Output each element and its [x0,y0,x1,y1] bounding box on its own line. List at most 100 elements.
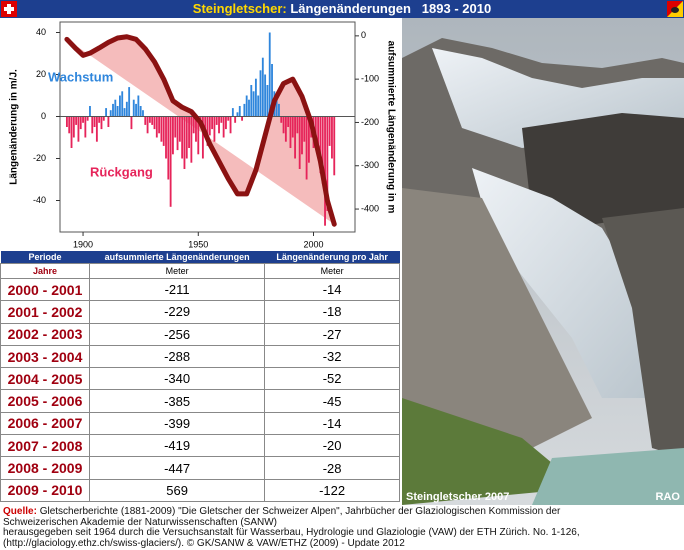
table-row: 2006 - 2007 -399 -14 [0,411,400,436]
bar [289,116,292,148]
value-cell: -20 [264,434,400,458]
bar [77,116,80,142]
header-cell: Längenänderung pro Jahr [264,251,400,264]
bar [231,108,234,117]
bar [291,116,294,138]
bar [70,116,73,148]
table-row: 2002 - 2003 -256 -27 [0,322,400,346]
table-row: 2004 - 2005 -340 -52 [0,367,400,391]
bar [192,116,195,134]
y-axis-label: Längenänderung in m/J. [9,69,20,185]
bar [162,116,165,146]
bar [65,116,68,127]
y2-tick-label: -400 [361,203,379,213]
bar [225,116,227,130]
trend-shade [66,36,335,225]
bar [130,116,133,130]
bar [75,116,78,125]
bar [195,116,197,142]
subheader-cell: Meter [264,263,400,279]
footer-line: Gletscherberichte (1881-2009) "Die Glets… [39,506,561,517]
bar [241,116,243,121]
period-cell: 2005 - 2006 [0,389,90,413]
bar [259,70,262,117]
bar [102,116,105,121]
value-cell: -28 [264,456,400,480]
bar [98,116,101,123]
y-tick-label: 20 [36,69,46,79]
bar [328,116,331,146]
y2-tick-label: -300 [361,160,379,170]
bar [213,116,216,142]
bar [112,103,114,117]
period-cell: 2008 - 2009 [0,456,90,480]
bar [222,116,225,138]
bar [105,108,108,117]
bar [183,116,186,169]
bar [266,85,269,117]
bar [331,116,333,159]
value-cell: -399 [88,411,266,436]
bar [296,116,299,134]
value-cell: -45 [264,389,400,413]
footer: Quelle: Gletscherberichte (1881-2009) "D… [3,506,683,549]
bar [190,116,193,163]
period-cell: 2009 - 2010 [0,478,90,502]
value-cell: -211 [88,277,266,302]
bar [119,95,121,117]
bar [282,116,285,134]
y-tick-label: -40 [33,195,46,205]
bar [220,116,223,123]
table-row: 2003 - 2004 -288 -32 [0,344,400,369]
bar [146,116,149,134]
y-tick-label: 0 [41,111,46,121]
value-cell: -32 [264,344,400,369]
header-cell: Periode [0,251,90,264]
bar [160,116,163,142]
bar [245,95,248,117]
period-cell: 2002 - 2003 [0,322,90,346]
bar [139,106,142,117]
footer-line: Schweizerischen Akademie der Naturwissen… [3,516,277,528]
value-cell: -27 [264,322,400,346]
bar [82,116,84,123]
footer-line: (http://glaciology.ethz.ch/swiss-glacier… [3,537,405,549]
bar [208,116,211,136]
table-row: 2008 - 2009 -447 -28 [0,456,400,480]
y2-tick-label: 0 [361,30,366,40]
x-tick-label: 1900 [73,239,93,249]
bar [303,116,306,142]
cumulative-line [64,34,337,227]
y2-tick-label: -100 [361,74,379,84]
bar [271,64,273,117]
bar [298,116,301,169]
table-row: 2009 - 2010 569 -122 [0,478,400,502]
swiss-flag [1,1,17,17]
bar [250,85,253,117]
bar [301,116,303,155]
bar [68,116,71,134]
value-cell: -229 [88,300,266,324]
bar [144,116,147,125]
bar [188,116,190,148]
table-row: 2000 - 2001 -211 -14 [0,277,400,302]
footer-line: herausgegeben seit 1964 durch die Versuc… [3,527,580,538]
bar [142,110,144,117]
bar [72,116,75,138]
period-cell: 2007 - 2008 [0,434,90,458]
growth-label: Wachstum [48,69,113,84]
bar [324,116,326,226]
bar [128,87,131,117]
table-row: 2001 - 2002 -229 -18 [0,300,400,324]
bar [321,116,324,184]
bar [218,116,220,134]
bar [211,116,214,130]
bar [284,116,287,142]
value-cell: -14 [264,411,400,436]
value-cell: -18 [264,300,400,324]
bar [172,116,174,155]
photo-caption: Steingletscher 2007 [406,491,509,503]
bar [167,116,170,180]
